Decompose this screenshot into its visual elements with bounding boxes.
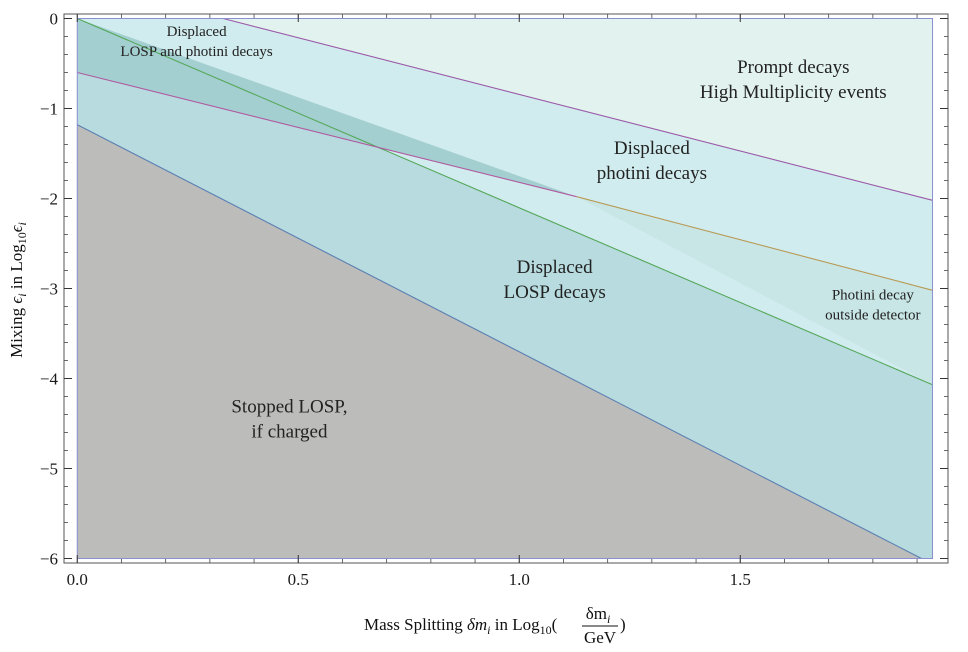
photini-outside-detector-boundary: [576, 196, 933, 291]
annotations-layer: Displaced LOSP and photini decays Prompt d…: [120, 24, 920, 443]
label-stopped-losp: Stopped LOSP, if charged: [231, 397, 347, 443]
x-tick-label: 1.0: [509, 570, 530, 589]
x-axis-label-numerator: δmi: [586, 604, 611, 626]
data-region-outline: [76, 18, 934, 559]
photini-outside-region: [576, 196, 933, 385]
x-axis-label: Mass Splitting δmi in Log10(: [364, 615, 558, 637]
y-tick-label: −3: [40, 280, 58, 299]
losp-decay-outside-boundary: [77, 17, 933, 386]
label-displaced-losp-photini: Displaced LOSP and photini decays: [120, 24, 273, 60]
photini-displaced-lower-boundary: [77, 71, 577, 198]
x-tick-label: 0.0: [67, 570, 88, 589]
label-displaced-photini: Displaced photini decays: [597, 138, 707, 184]
boundary-lines-layer: [76, 17, 934, 559]
stopped-losp-boundary: [77, 124, 922, 559]
y-tick-label: −2: [40, 190, 58, 209]
label-prompt-decays: Prompt decays High Multiplicity events: [700, 57, 887, 103]
major-ticks-layer: [64, 14, 948, 563]
displaced-losp-photini-region: [77, 18, 577, 197]
label-displaced-losp: Displaced LOSP decays: [504, 257, 606, 303]
y-tick-label: −5: [40, 460, 58, 479]
x-axis-label-close: ): [620, 615, 626, 634]
x-axis-label-denominator: GeV: [584, 628, 617, 647]
y-axis-label: Mixing ϵi in Log10ϵi: [7, 222, 29, 358]
prompt-boundary: [222, 17, 933, 201]
x-tick-label: 0.5: [288, 570, 309, 589]
label-photini-outside: Photini decay outside detector: [825, 288, 920, 324]
y-tick-label: −4: [40, 370, 59, 389]
x-tick-label: 1.5: [730, 570, 751, 589]
tick-labels-layer: 0.0 0.5 1.0 1.5 0 −1 −2 −3 −4 −5 −6: [40, 10, 751, 590]
regions-layer: [77, 18, 933, 559]
y-tick-label: 0: [50, 10, 59, 29]
y-tick-label: −6: [40, 550, 58, 569]
y-tick-label: −1: [40, 100, 58, 119]
